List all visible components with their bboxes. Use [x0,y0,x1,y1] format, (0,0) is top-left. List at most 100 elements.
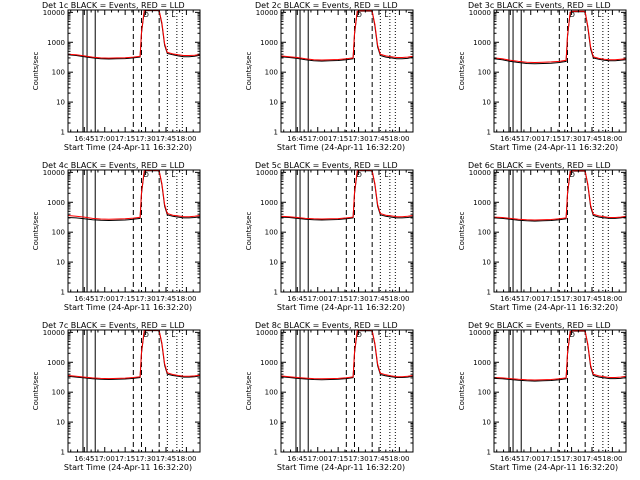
x-tick-label: 18:00 [389,455,409,463]
y-tick-label: 10 [56,99,65,107]
x-axis-label: Start Time (24-Apr-11 16:32:20) [490,303,618,312]
x-tick-label: 17:00 [521,295,541,303]
panel-title: Det 1c BLACK = Events, RED = LLD [42,1,185,10]
y-tick-label: 10000 [469,9,491,17]
y-axis-label: Counts/sec [32,372,40,411]
events-series-line [280,10,414,62]
y-tick-label: 100 [265,389,278,397]
y-axis-label: Counts/sec [458,212,466,251]
y-tick-label: 1000 [260,359,278,367]
annotation-label: D [143,171,148,179]
x-axis-label: Start Time (24-Apr-11 16:32:20) [277,463,405,472]
x-tick-label: 17:45 [369,295,389,303]
events-series-line [493,11,627,65]
y-tick-label: 10000 [43,329,65,337]
annotation-label: D [569,11,574,19]
y-axis-label: Counts/sec [32,52,40,91]
y-tick-label: 100 [52,229,65,237]
x-tick-label: 18:00 [176,455,196,463]
y-tick-label: 1 [274,449,278,457]
plot-frame [67,9,201,133]
y-tick-label: 1 [61,129,65,137]
annotation-label: L [597,171,601,179]
x-tick-label: 17:30 [135,135,155,143]
plot-frame [493,329,627,453]
annotation-label: D [356,331,361,339]
events-series-line [67,10,201,60]
y-tick-label: 100 [52,69,65,77]
y-axis-label: Counts/sec [245,212,253,251]
y-tick-label: 100 [265,229,278,237]
annotation-label: D [143,11,148,19]
lld-series-line [67,329,201,380]
x-tick-label: 17:15 [541,135,561,143]
annotation-label: L [597,331,601,339]
y-tick-label: 1 [487,129,491,137]
panel-title: Det 5c BLACK = Events, RED = LLD [255,161,398,170]
x-tick-label: 17:00 [308,135,328,143]
x-tick-label: 16:45 [287,295,307,303]
annotation-label: L [384,331,388,339]
y-axis-label: Counts/sec [458,372,466,411]
x-tick-label: 17:00 [95,135,115,143]
panel-title: Det 4c BLACK = Events, RED = LLD [42,161,185,170]
x-tick-label: 17:45 [369,135,389,143]
events-series-line [67,330,201,381]
x-tick-label: 17:30 [348,455,368,463]
x-tick-label: 17:15 [115,295,135,303]
events-series-line [280,330,414,381]
annotation-label: L [597,11,601,19]
y-tick-label: 1 [274,289,278,297]
plot-frame [493,169,627,293]
annotation-label: L [384,171,388,179]
x-tick-label: 18:00 [389,135,409,143]
y-tick-label: 1000 [473,359,491,367]
annotation-label: D [569,171,574,179]
x-tick-label: 17:15 [541,455,561,463]
y-tick-label: 10 [269,259,278,267]
x-tick-label: 16:45 [500,455,520,463]
annotation-label: L [171,171,175,179]
y-tick-label: 1000 [47,39,65,47]
x-tick-label: 16:45 [74,295,94,303]
x-tick-label: 17:45 [582,455,602,463]
x-tick-label: 17:45 [156,135,176,143]
plot-frame [280,9,414,133]
events-series-line [280,170,414,221]
y-tick-label: 10 [482,259,491,267]
x-tick-label: 17:15 [115,455,135,463]
x-tick-label: 17:00 [95,295,115,303]
annotation-label: L [171,331,175,339]
x-tick-label: 16:45 [74,135,94,143]
events-series-line [493,330,627,382]
events-series-line [67,170,201,222]
y-tick-label: 1 [274,129,278,137]
y-tick-label: 100 [478,389,491,397]
y-tick-label: 10 [482,419,491,427]
y-tick-label: 1 [487,289,491,297]
x-tick-label: 17:45 [156,455,176,463]
annotation-label: L [171,11,175,19]
x-axis-label: Start Time (24-Apr-11 16:32:20) [277,303,405,312]
y-tick-label: 1 [61,449,65,457]
x-tick-label: 18:00 [602,455,622,463]
x-tick-label: 17:45 [582,295,602,303]
panel-title: Det 3c BLACK = Events, RED = LLD [468,1,611,10]
x-tick-label: 17:15 [328,295,348,303]
panel-title: Det 9c BLACK = Events, RED = LLD [468,321,611,330]
y-tick-label: 1000 [260,39,278,47]
x-axis-label: Start Time (24-Apr-11 16:32:20) [490,143,618,152]
y-tick-label: 10 [56,419,65,427]
x-axis-label: Start Time (24-Apr-11 16:32:20) [490,463,618,472]
x-axis-label: Start Time (24-Apr-11 16:32:20) [64,143,192,152]
x-tick-label: 18:00 [176,295,196,303]
x-tick-label: 18:00 [602,135,622,143]
plot-frame [280,329,414,453]
